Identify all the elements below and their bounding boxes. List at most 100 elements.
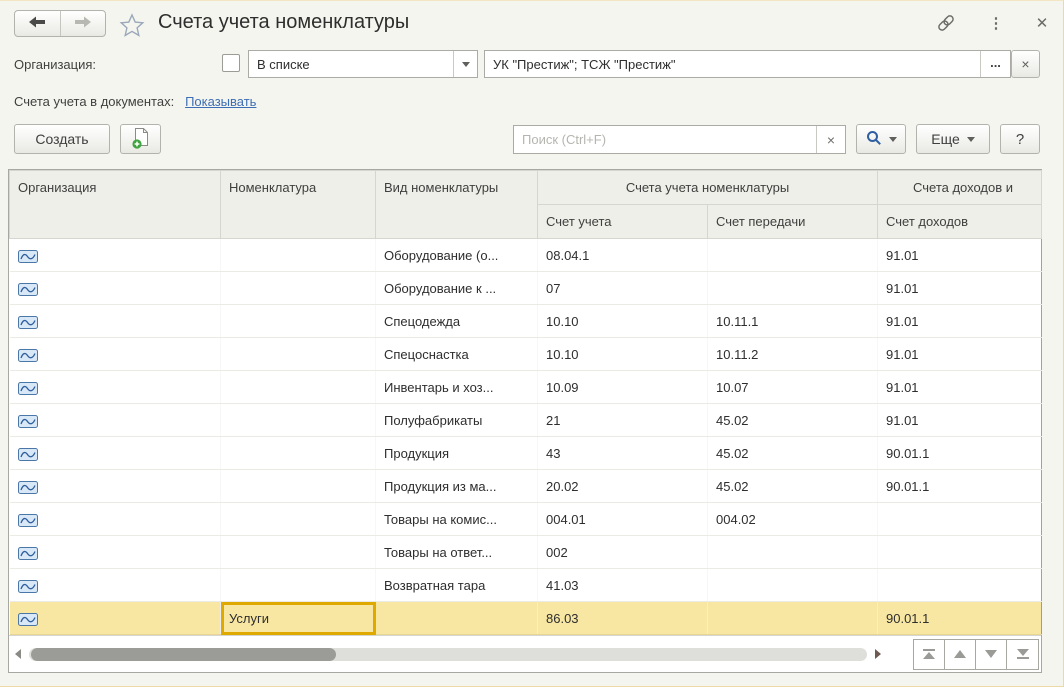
cell-transfer[interactable]: 004.02 bbox=[707, 502, 878, 536]
column-header-income[interactable]: Счет доходов bbox=[877, 204, 1042, 239]
table-row[interactable]: Спецоснастка 10.10 10.11.2 91.01 bbox=[9, 337, 1042, 371]
cell-nomenclature[interactable] bbox=[220, 238, 376, 272]
cell-income[interactable] bbox=[877, 502, 1042, 536]
cell-income[interactable]: 90.01.1 bbox=[877, 601, 1042, 635]
search-clear-button[interactable]: × bbox=[816, 126, 845, 153]
cell-transfer[interactable]: 10.11.2 bbox=[707, 337, 878, 371]
clear-organization-button[interactable]: × bbox=[1011, 50, 1040, 78]
table-row[interactable]: Оборудование к ... 07 91.01 bbox=[9, 271, 1042, 305]
go-down-button[interactable] bbox=[976, 639, 1007, 669]
cell-income[interactable]: 91.01 bbox=[877, 304, 1042, 338]
cell-type[interactable]: Спецодежда bbox=[375, 304, 538, 338]
cell-type[interactable] bbox=[375, 601, 538, 635]
cell-account[interactable]: 10.10 bbox=[537, 337, 708, 371]
cell-nomenclature[interactable]: Услуги bbox=[220, 601, 376, 635]
cell-transfer[interactable] bbox=[707, 271, 878, 305]
column-header-nomenclature[interactable]: Номенклатура bbox=[220, 170, 376, 239]
cell-account[interactable]: 07 bbox=[537, 271, 708, 305]
cell-account[interactable]: 08.04.1 bbox=[537, 238, 708, 272]
cell-account[interactable]: 86.03 bbox=[537, 601, 708, 635]
cell-type[interactable]: Возвратная тара bbox=[375, 568, 538, 602]
cell-type[interactable]: Оборудование к ... bbox=[375, 271, 538, 305]
cell-type[interactable]: Спецоснастка bbox=[375, 337, 538, 371]
cell-account[interactable]: 43 bbox=[537, 436, 708, 470]
cell-account[interactable]: 41.03 bbox=[537, 568, 708, 602]
cell-transfer[interactable]: 10.07 bbox=[707, 370, 878, 404]
scrollbar-thumb[interactable] bbox=[31, 647, 336, 661]
table-row[interactable]: Товары на ответ... 002 bbox=[9, 535, 1042, 569]
cell-income[interactable]: 90.01.1 bbox=[877, 469, 1042, 503]
cell-nomenclature[interactable] bbox=[220, 304, 376, 338]
cell-org[interactable] bbox=[9, 469, 221, 503]
cell-nomenclature[interactable] bbox=[220, 568, 376, 602]
copy-button[interactable] bbox=[120, 124, 161, 154]
close-icon[interactable]: ✕ bbox=[1035, 15, 1049, 32]
cell-transfer[interactable] bbox=[707, 568, 878, 602]
cell-account[interactable]: 002 bbox=[537, 535, 708, 569]
cell-nomenclature[interactable] bbox=[220, 469, 376, 503]
cell-account[interactable]: 004.01 bbox=[537, 502, 708, 536]
group-header-accounts[interactable]: Счета учета номенклатуры bbox=[537, 170, 878, 205]
cell-org[interactable] bbox=[9, 502, 221, 536]
cell-income[interactable]: 91.01 bbox=[877, 337, 1042, 371]
choose-button[interactable]: ... bbox=[980, 51, 1010, 77]
column-header-account[interactable]: Счет учета bbox=[537, 204, 708, 239]
select-dropdown-button[interactable] bbox=[453, 51, 477, 77]
cell-org[interactable] bbox=[9, 568, 221, 602]
cell-transfer[interactable]: 10.11.1 bbox=[707, 304, 878, 338]
cell-transfer[interactable] bbox=[707, 535, 878, 569]
cell-nomenclature[interactable] bbox=[220, 370, 376, 404]
cell-type[interactable]: Продукция bbox=[375, 436, 538, 470]
cell-nomenclature[interactable] bbox=[220, 535, 376, 569]
cell-income[interactable] bbox=[877, 568, 1042, 602]
table-row[interactable]: Возвратная тара 41.03 bbox=[9, 568, 1042, 602]
cell-org[interactable] bbox=[9, 403, 221, 437]
cell-income[interactable]: 91.01 bbox=[877, 403, 1042, 437]
table-row[interactable]: Товары на комис... 004.01 004.02 bbox=[9, 502, 1042, 536]
cell-org[interactable] bbox=[9, 535, 221, 569]
cell-org[interactable] bbox=[9, 601, 221, 635]
cell-nomenclature[interactable] bbox=[220, 403, 376, 437]
table-row[interactable]: Инвентарь и хоз... 10.09 10.07 91.01 bbox=[9, 370, 1042, 404]
create-button[interactable]: Создать bbox=[14, 124, 110, 154]
cell-transfer[interactable]: 45.02 bbox=[707, 436, 878, 470]
go-last-button[interactable] bbox=[1007, 640, 1038, 669]
cell-type[interactable]: Товары на ответ... bbox=[375, 535, 538, 569]
cell-account[interactable]: 20.02 bbox=[537, 469, 708, 503]
cell-org[interactable] bbox=[9, 238, 221, 272]
cell-nomenclature[interactable] bbox=[220, 337, 376, 371]
show-link[interactable]: Показывать bbox=[185, 94, 257, 109]
cell-income[interactable]: 91.01 bbox=[877, 370, 1042, 404]
cell-type[interactable]: Оборудование (о... bbox=[375, 238, 538, 272]
cell-income[interactable]: 91.01 bbox=[877, 271, 1042, 305]
cell-org[interactable] bbox=[9, 436, 221, 470]
cell-org[interactable] bbox=[9, 271, 221, 305]
help-button[interactable]: ? bbox=[1000, 124, 1040, 154]
table-row[interactable]: Продукция 43 45.02 90.01.1 bbox=[9, 436, 1042, 470]
go-first-button[interactable] bbox=[914, 639, 945, 669]
cell-income[interactable]: 91.01 bbox=[877, 238, 1042, 272]
column-header-org[interactable]: Организация bbox=[9, 170, 221, 239]
cell-transfer[interactable] bbox=[707, 601, 878, 635]
more-button[interactable]: Еще bbox=[916, 124, 990, 154]
cell-nomenclature[interactable] bbox=[220, 271, 376, 305]
table-row[interactable]: Услуги 86.03 90.01.1 bbox=[9, 601, 1042, 635]
organization-value-field[interactable]: УК "Престиж"; ТСЖ "Престиж" ... bbox=[484, 50, 1011, 78]
cell-type[interactable]: Полуфабрикаты bbox=[375, 403, 538, 437]
go-up-button[interactable] bbox=[945, 639, 976, 669]
cell-org[interactable] bbox=[9, 304, 221, 338]
cell-income[interactable] bbox=[877, 535, 1042, 569]
search-button[interactable] bbox=[856, 124, 906, 154]
cell-type[interactable]: Инвентарь и хоз... bbox=[375, 370, 538, 404]
cell-org[interactable] bbox=[9, 370, 221, 404]
group-header-income[interactable]: Счета доходов и bbox=[877, 170, 1042, 205]
cell-type[interactable]: Продукция из ма... bbox=[375, 469, 538, 503]
organization-checkbox[interactable] bbox=[222, 54, 240, 72]
list-mode-select[interactable]: В списке bbox=[248, 50, 478, 78]
cell-account[interactable]: 10.10 bbox=[537, 304, 708, 338]
table-row[interactable]: Продукция из ма... 20.02 45.02 90.01.1 bbox=[9, 469, 1042, 503]
table-row[interactable]: Оборудование (о... 08.04.1 91.01 bbox=[9, 238, 1042, 272]
get-link-icon[interactable] bbox=[932, 9, 960, 37]
cell-nomenclature[interactable] bbox=[220, 436, 376, 470]
forward-button[interactable] bbox=[61, 11, 106, 36]
